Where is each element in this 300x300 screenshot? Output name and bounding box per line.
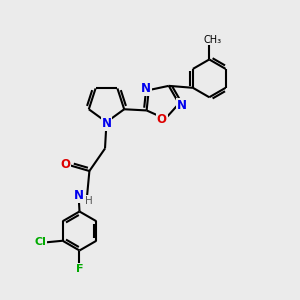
Text: N: N bbox=[101, 117, 112, 130]
Text: N: N bbox=[141, 82, 151, 95]
Text: F: F bbox=[76, 264, 83, 274]
Text: N: N bbox=[74, 189, 84, 203]
Text: Cl: Cl bbox=[34, 237, 46, 247]
Text: H: H bbox=[85, 196, 92, 206]
Text: O: O bbox=[157, 113, 167, 126]
Text: N: N bbox=[177, 99, 187, 112]
Text: O: O bbox=[60, 158, 70, 171]
Text: CH₃: CH₃ bbox=[204, 35, 222, 45]
